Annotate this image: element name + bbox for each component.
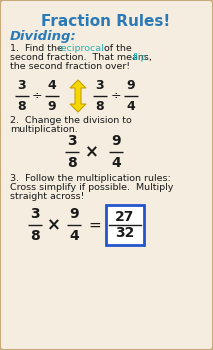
Text: multiplication.: multiplication.: [10, 125, 78, 134]
Text: Dividing:: Dividing:: [10, 30, 77, 43]
Text: 32: 32: [115, 226, 135, 240]
Text: 27: 27: [115, 210, 135, 224]
Text: 1.  Find the: 1. Find the: [10, 44, 66, 53]
Text: 4: 4: [48, 79, 56, 92]
Text: 9: 9: [69, 207, 79, 221]
Text: ÷: ÷: [32, 90, 42, 103]
Text: Fraction Rules!: Fraction Rules!: [41, 14, 171, 29]
Text: 8: 8: [96, 100, 104, 113]
Text: 3: 3: [96, 79, 104, 92]
Text: flip: flip: [133, 53, 148, 62]
Text: =: =: [89, 217, 101, 232]
Text: 3: 3: [30, 207, 40, 221]
FancyBboxPatch shape: [106, 205, 144, 245]
Text: Cross simplify if possible.  Multiply: Cross simplify if possible. Multiply: [10, 183, 173, 192]
Text: ÷: ÷: [111, 90, 121, 103]
Text: 8: 8: [18, 100, 26, 113]
Text: 2.  Change the division to: 2. Change the division to: [10, 116, 132, 125]
Text: 4: 4: [127, 100, 135, 113]
Text: straight across!: straight across!: [10, 192, 84, 201]
Text: 8: 8: [30, 229, 40, 243]
Text: second fraction.  That means,: second fraction. That means,: [10, 53, 155, 62]
Text: ×: ×: [47, 216, 61, 234]
Text: 4: 4: [69, 229, 79, 243]
Text: the second fraction over!: the second fraction over!: [10, 62, 130, 71]
Text: 9: 9: [111, 134, 121, 148]
Text: ×: ×: [85, 143, 99, 161]
Text: 3.  Follow the multiplication rules:: 3. Follow the multiplication rules:: [10, 174, 171, 183]
Text: 8: 8: [67, 156, 77, 170]
Polygon shape: [70, 80, 86, 112]
Text: reciprocal: reciprocal: [57, 44, 104, 53]
Text: 3: 3: [18, 79, 26, 92]
Text: 3: 3: [67, 134, 77, 148]
Text: 9: 9: [48, 100, 56, 113]
Text: 9: 9: [127, 79, 135, 92]
Text: of the: of the: [101, 44, 132, 53]
Text: 4: 4: [111, 156, 121, 170]
